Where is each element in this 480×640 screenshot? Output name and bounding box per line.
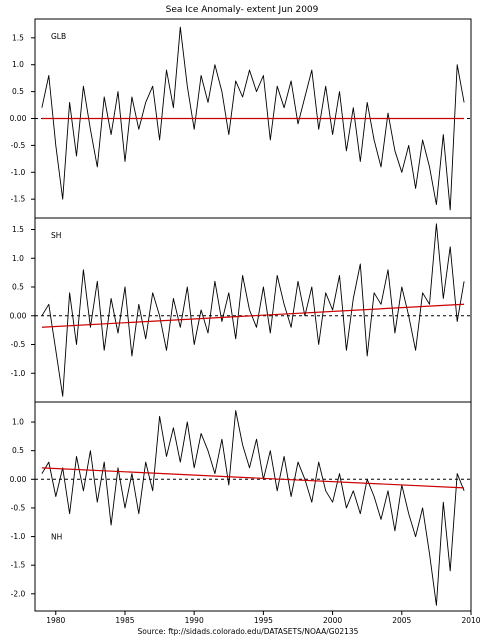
nh-y-tick-label: -1.0 bbox=[11, 532, 26, 541]
glb-panel-label: GLB bbox=[51, 32, 66, 41]
nh-y-tick-label: 1.0 bbox=[12, 418, 24, 427]
glb-y-tick-label: 0.5 bbox=[12, 87, 24, 96]
glb-y-tick-label: -0.5 bbox=[11, 141, 26, 150]
nh-y-tick-label: -2.0 bbox=[11, 589, 26, 598]
sh-y-tick-label: 1.0 bbox=[12, 254, 24, 263]
x-tick-label: 1995 bbox=[254, 616, 273, 625]
x-tick-label: 1980 bbox=[46, 616, 65, 625]
nh-frame bbox=[34, 401, 472, 612]
nh-trend-line bbox=[41, 467, 465, 489]
x-tick-label: 2000 bbox=[323, 616, 342, 625]
glb-y-tick-label: 1.5 bbox=[12, 33, 24, 42]
x-tick-label: 1990 bbox=[185, 616, 204, 625]
sh-panel-label: SH bbox=[51, 231, 61, 240]
x-axis: 1980 1985 1990 1995 2000 2005 2010 bbox=[46, 616, 480, 625]
figure-title: Sea Ice Anomaly- extent Jun 2009 bbox=[166, 5, 319, 15]
x-tick-label: 1985 bbox=[115, 616, 134, 625]
glb-y-tick-label: 0.00 bbox=[10, 114, 27, 123]
glb-y-tick-label: 1.0 bbox=[12, 60, 24, 69]
sh-y-tick-label: 1.5 bbox=[12, 225, 24, 234]
glb-y-tick-label: -1.0 bbox=[11, 168, 26, 177]
panel-nh: 1.0 0.5 0.00 -0.5 -1.0 -1.5 -2.0 NH bbox=[10, 401, 472, 615]
nh-y-tick-label: -0.5 bbox=[11, 503, 26, 512]
sh-y-tick-label: 0.00 bbox=[10, 311, 27, 320]
nh-y-tick-label: -1.5 bbox=[11, 561, 26, 570]
panel-glb: 1.5 1.0 0.5 0.00 -0.5 -1.0 -1.5 GLB bbox=[10, 18, 472, 219]
nh-anomaly-line bbox=[41, 410, 465, 606]
panel-sh: 1.5 1.0 0.5 0.00 -0.5 -1.0 SH bbox=[10, 217, 472, 403]
x-tick-label: 2010 bbox=[461, 616, 480, 625]
nh-panel-label: NH bbox=[51, 533, 62, 542]
sh-y-tick-label: -1.0 bbox=[11, 369, 26, 378]
glb-y-tick-label: -1.5 bbox=[11, 195, 26, 204]
sh-trend-line bbox=[41, 303, 465, 328]
x-tick-label: 2005 bbox=[392, 616, 411, 625]
sh-anomaly-line bbox=[41, 223, 465, 397]
source-note: Source: ftp://sidads.colorado.edu/DATASE… bbox=[138, 627, 359, 636]
nh-y-tick-label: 0.5 bbox=[12, 446, 24, 455]
sh-y-tick-label: 0.5 bbox=[12, 283, 24, 292]
sh-y-tick-label: -0.5 bbox=[11, 340, 26, 349]
nh-y-tick-label: 0.00 bbox=[10, 475, 27, 484]
glb-anomaly-line bbox=[41, 26, 465, 211]
